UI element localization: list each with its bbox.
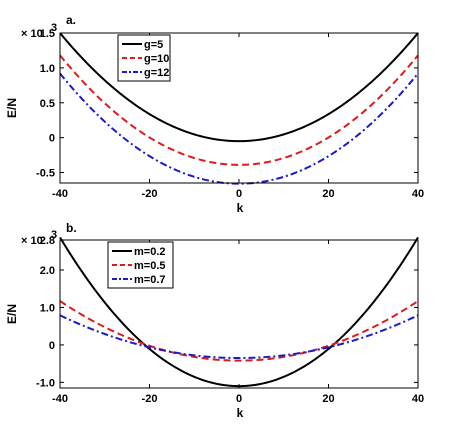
legend-box [117, 34, 171, 82]
y-tick-label: 1.0 [40, 302, 55, 314]
series-line-m-0-5 [59, 300, 419, 362]
x-tick-label: -20 [142, 188, 158, 200]
y-multiplier-exponent: 3 [51, 229, 57, 241]
y-tick-label: 1.5 [40, 28, 55, 40]
x-tick-label: -20 [142, 393, 158, 405]
y-axis-label: E/N [5, 98, 19, 118]
legend-box [107, 241, 174, 289]
x-tick-label: 20 [322, 393, 334, 405]
x-tick-label: -40 [52, 188, 68, 200]
chart-panel-1: -40 -20 0 20 401.51.00.50-0.5× 10 3kE/Na.g=5g… [5, 13, 424, 215]
y-multiplier-exponent: 3 [51, 22, 57, 34]
x-axis-label: k [237, 406, 244, 420]
y-tick-label: 2.0 [40, 265, 55, 277]
x-tick-label: 40 [412, 188, 424, 200]
panel-label: b. [66, 221, 77, 235]
y-tick-label: 1.0 [40, 63, 55, 75]
legend: m=0.2 m=0.5 m=0.7 [107, 241, 174, 289]
panel-label: a. [66, 13, 76, 27]
x-tick-label: -40 [52, 393, 68, 405]
y-tick-label: -1.0 [36, 377, 55, 389]
y-multiplier: × 10 [21, 28, 43, 40]
legend-entry-label: m=0.5 [134, 260, 166, 272]
chart-panel-2: -40 -20 0 20 40 2.8 2.0 1.0 0 -1.0 × 10 3 k E/N b. m=0.… [5, 221, 424, 420]
y-tick-label: 0 [49, 133, 55, 145]
series-line-g-12 [59, 72, 419, 185]
x-tick-label: 40 [412, 393, 424, 405]
x-axis-label: k [237, 201, 244, 215]
legend-entry-label: g=12 [144, 67, 169, 79]
y-axis-label: E/N [5, 304, 19, 324]
series-line-g-5 [59, 32, 419, 143]
y-tick-label: 0 [49, 340, 55, 352]
x-tick-label: 0 [236, 188, 242, 200]
x-tick-label: 0 [236, 393, 242, 405]
legend: g=5 g=10 g=12 [117, 34, 171, 82]
plot-frame [59, 32, 419, 184]
y-tick-label: 0.5 [40, 98, 55, 110]
x-tick-label: 20 [322, 188, 334, 200]
y-tick-label: -0.5 [36, 168, 55, 180]
series-line-g-10 [59, 54, 419, 166]
y-multiplier: × 10 [21, 235, 43, 247]
legend-entry-label: g=5 [144, 39, 163, 51]
legend-entry-label: g=10 [144, 53, 169, 65]
legend-entry-label: m=0.7 [134, 274, 166, 286]
y-tick-label: 2.8 [40, 235, 55, 247]
legend-entry-label: m=0.2 [134, 246, 166, 258]
series-line-m-0-7 [59, 314, 419, 360]
